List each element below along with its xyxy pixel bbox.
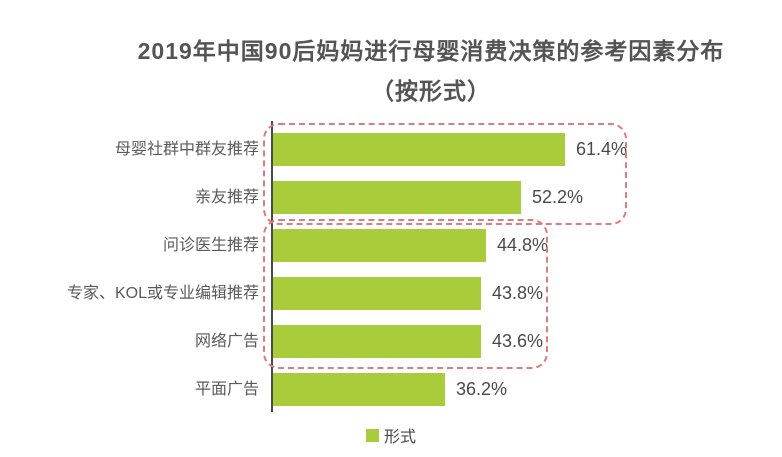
bar-4 [273,324,481,358]
highlight-group-box-0 [263,123,627,225]
bar-3 [273,276,481,310]
legend-label: 形式 [383,429,416,446]
category-label-1: 亲友推荐 [194,188,259,206]
value-label-0: 61.4% [576,138,628,159]
chart-subtitle: （按形式） [371,78,491,104]
category-label-4: 网络广告 [194,332,259,350]
legend: 形式 [0,423,782,447]
bar-5 [273,372,445,406]
legend-swatch-icon [365,428,379,442]
bar-2 [273,228,486,262]
value-label-1: 52.2% [532,186,584,207]
value-label-2: 44.8% [497,234,549,255]
category-label-2: 问诊医生推荐 [162,236,259,254]
category-label-5: 平面广告 [194,380,259,398]
chart-title: 2019年中国90后妈妈进行母婴消费决策的参考因素分布 [137,38,725,64]
bar-1 [273,180,521,214]
category-label-3: 专家、KOL或专业编辑推荐 [66,284,259,302]
value-label-4: 43.6% [492,330,544,351]
value-label-3: 43.8% [492,282,544,303]
highlight-group-box-1 [263,219,548,369]
value-label-5: 36.2% [456,378,508,399]
y-axis-line [271,121,273,412]
category-label-0: 母婴社群中群友推荐 [114,140,259,158]
bar-0 [273,132,565,166]
